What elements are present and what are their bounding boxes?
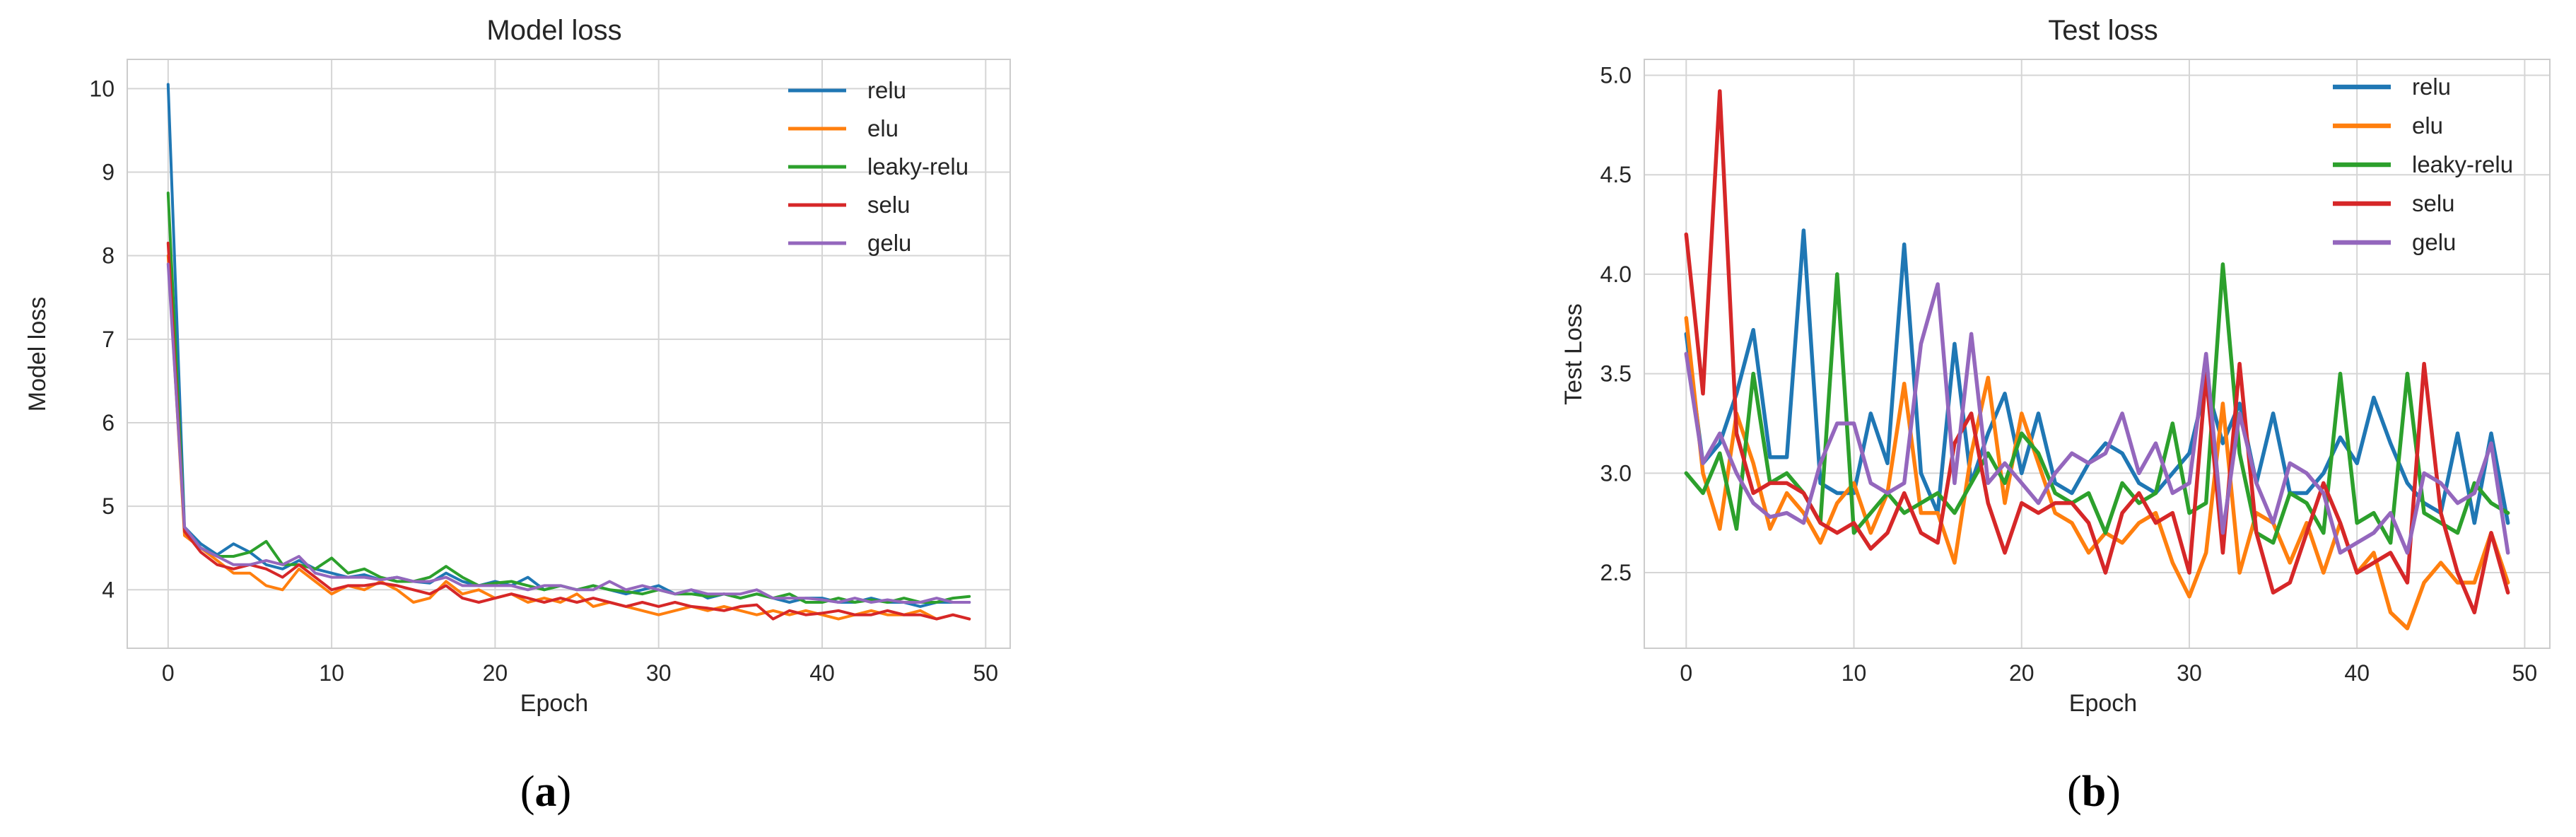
chart-b-ytick-label: 4.0 — [1600, 262, 1632, 287]
chart-b-ytick-label: 4.5 — [1600, 162, 1632, 187]
chart-a-series-leaky-relu — [166, 192, 971, 604]
chart-b-plot-area: 0 10 20 30 40 50 2.5 3.0 3.5 4.0 4.5 5.0 relu elu leak… — [1600, 59, 2551, 686]
chart-a-ytick-label: 6 — [102, 410, 115, 435]
chart-a-xtick-label: 50 — [973, 660, 999, 686]
chart-a-xtick-label: 20 — [483, 660, 508, 686]
chart-a-caption: (a) — [520, 768, 571, 816]
chart-a-legend-label-leaky-relu: leaky-relu — [867, 153, 968, 180]
chart-b-test-loss: 0 10 20 30 40 50 2.5 3.0 3.5 4.0 4.5 5.0 relu elu leak… — [1560, 15, 2551, 816]
chart-a-title: Model loss — [486, 15, 621, 46]
chart-b-caption-letter: b — [2082, 768, 2106, 816]
chart-a-legend-label-elu: elu — [867, 115, 898, 141]
chart-a-ytick-label: 5 — [102, 493, 115, 519]
chart-a-series-elu — [166, 254, 971, 621]
chart-a-legend: relu elu leaky-relu selu gelu — [788, 77, 968, 256]
chart-a-caption-close: ) — [557, 768, 572, 816]
chart-a-ytick-label: 9 — [102, 160, 115, 185]
chart-a-model-loss: 0 10 20 30 40 50 4 5 6 7 8 9 10 relu elu leaky-relu selu… — [24, 15, 1011, 816]
chart-b-legend-label-relu: relu — [2412, 74, 2451, 100]
chart-b-xtick-label: 50 — [2512, 660, 2538, 686]
chart-a-xtick-label: 0 — [162, 660, 175, 686]
chart-b-xtick-label: 40 — [2344, 660, 2370, 686]
chart-a-legend-label-gelu: gelu — [867, 230, 911, 256]
chart-b-xtick-label: 10 — [1842, 660, 1867, 686]
chart-a-xtick-label: 40 — [809, 660, 835, 686]
chart-a-ytick-label: 10 — [89, 76, 115, 101]
chart-b-ytick-label: 3.0 — [1600, 460, 1632, 486]
chart-b-xtick-label: 30 — [2177, 660, 2202, 686]
chart-b-series-gelu — [1684, 282, 2510, 555]
chart-a-frame — [127, 59, 1011, 649]
chart-b-xlabel: Epoch — [2069, 690, 2137, 717]
chart-a-plot-area: 0 10 20 30 40 50 4 5 6 7 8 9 10 relu elu leaky-relu selu… — [89, 59, 1011, 686]
chart-a-series-relu — [166, 83, 971, 608]
chart-b-legend-label-leaky-relu: leaky-relu — [2412, 151, 2513, 177]
chart-b-legend: relu elu leaky-relu selu gelu — [2333, 74, 2513, 255]
chart-a-legend-label-selu: selu — [867, 192, 911, 218]
chart-b-legend-label-gelu: gelu — [2412, 229, 2456, 255]
chart-b-xtick-label: 20 — [2009, 660, 2035, 686]
chart-a-xtick-label: 30 — [646, 660, 672, 686]
chart-a-caption-letter: a — [535, 768, 557, 816]
chart-b-legend-label-selu: selu — [2412, 190, 2455, 216]
chart-a-caption-open: ( — [520, 768, 535, 816]
chart-a-series-gelu — [166, 262, 971, 604]
chart-b-caption: (b) — [2067, 768, 2121, 816]
chart-b-ytick-label: 3.5 — [1600, 361, 1632, 387]
chart-b-series-selu — [1684, 89, 2510, 615]
chart-b-xtick-label: 0 — [1680, 660, 1692, 686]
chart-b-ylabel: Test Loss — [1560, 303, 1587, 405]
chart-a-ylabel: Model loss — [24, 297, 51, 412]
chart-b-title: Test loss — [2048, 15, 2158, 46]
chart-b-ytick-label: 2.5 — [1600, 560, 1632, 585]
chart-b-legend-label-elu: elu — [2412, 112, 2443, 139]
chart-a-ytick-label: 7 — [102, 327, 115, 352]
chart-a-legend-label-relu: relu — [867, 77, 906, 103]
chart-a-ytick-label: 4 — [102, 577, 115, 602]
chart-a-ytick-label: 8 — [102, 243, 115, 269]
chart-a-xtick-label: 10 — [319, 660, 344, 686]
chart-a-xlabel: Epoch — [520, 690, 588, 717]
chart-b-frame — [1644, 59, 2551, 649]
chart-a-series-selu — [166, 241, 971, 621]
chart-b-ytick-label: 5.0 — [1600, 63, 1632, 88]
chart-b-caption-close: ) — [2106, 768, 2121, 816]
chart-b-caption-open: ( — [2067, 768, 2082, 816]
chart-b-series-leaky-relu — [1684, 262, 2510, 545]
